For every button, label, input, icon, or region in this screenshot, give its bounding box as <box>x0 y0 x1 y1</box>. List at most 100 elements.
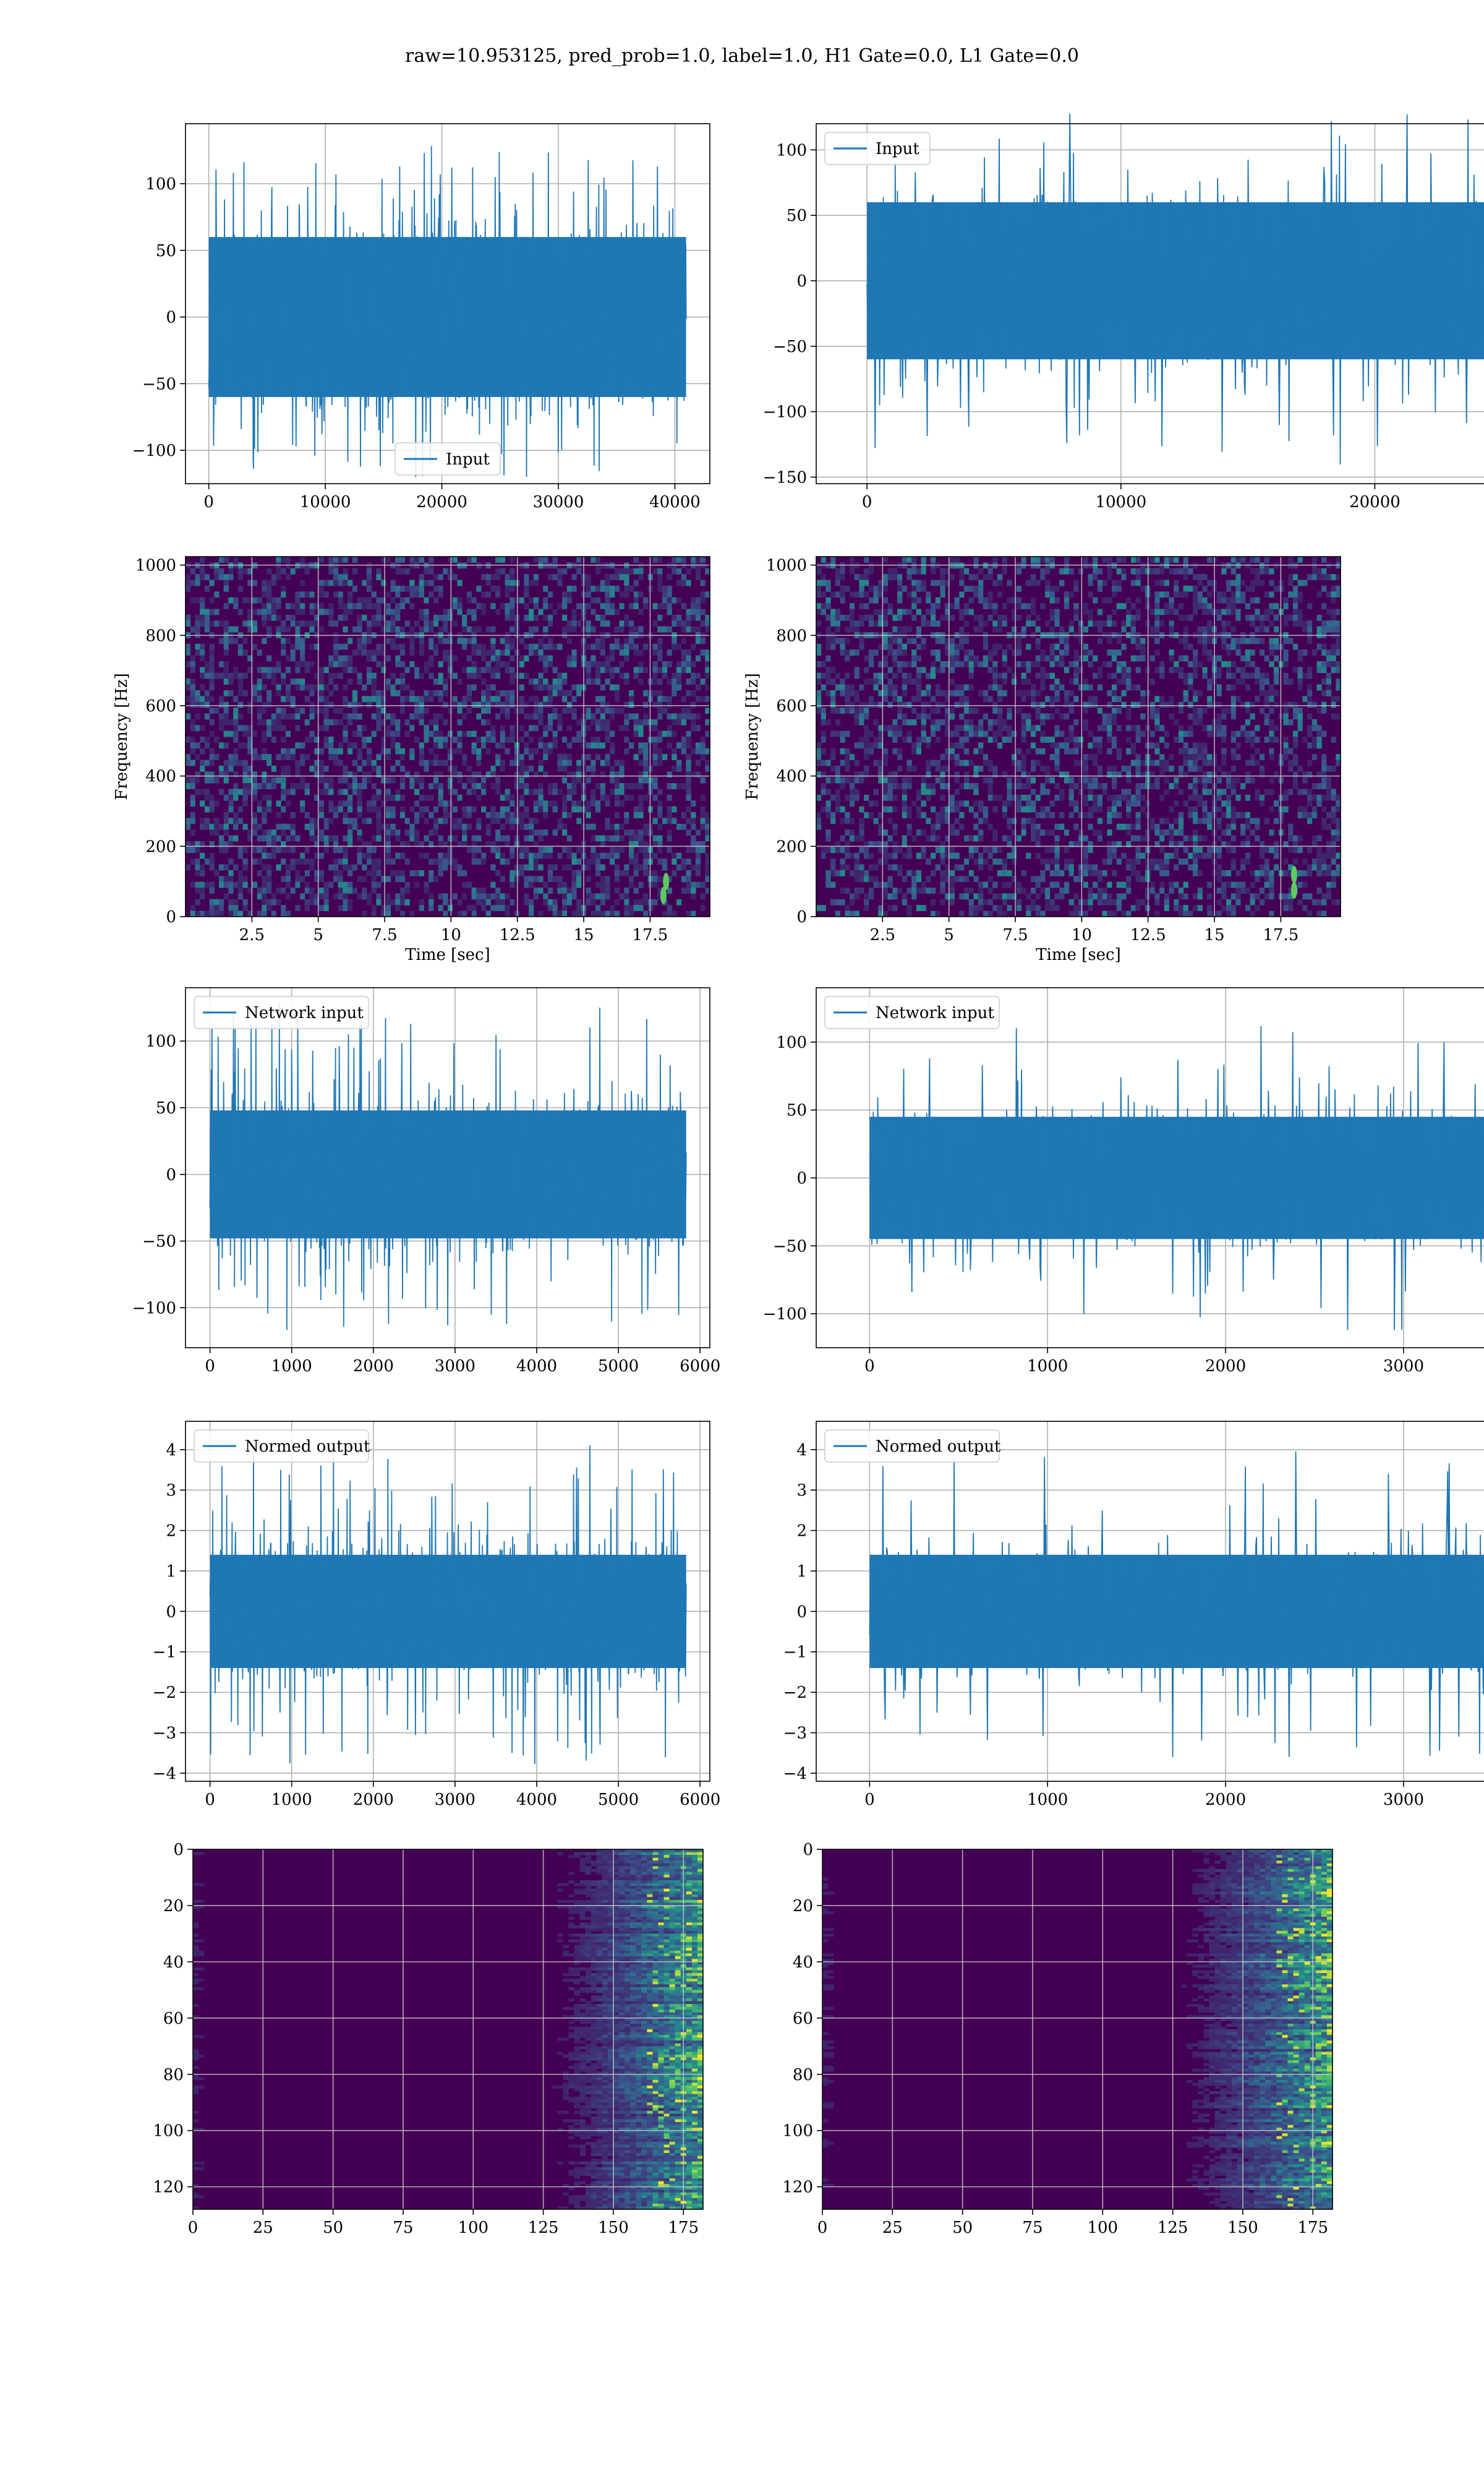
heatmap-cell <box>854 574 859 581</box>
heatmap-cell <box>821 580 826 586</box>
heatmap-cell <box>338 603 343 609</box>
heatmap-cell <box>314 893 320 900</box>
heatmap-cell <box>902 812 907 818</box>
heatmap-cell <box>854 708 859 714</box>
heatmap-cell <box>343 574 348 581</box>
heatmap-cell <box>576 771 582 778</box>
heatmap-cell <box>348 829 353 836</box>
heatmap-cell <box>438 789 443 795</box>
heatmap-cell <box>576 730 582 737</box>
heatmap-cell <box>505 713 510 720</box>
heatmap-cell <box>433 754 439 761</box>
heatmap-cell <box>233 557 239 563</box>
heatmap-cell <box>973 835 979 842</box>
heatmap-cell <box>399 626 406 633</box>
heatmap-cell <box>295 620 301 627</box>
heatmap-cell <box>586 876 591 883</box>
heatmap-cell <box>686 881 691 888</box>
heatmap-cell <box>267 888 272 894</box>
heatmap-cell <box>935 620 940 627</box>
heatmap-cell <box>476 748 482 755</box>
heatmap-cell <box>1073 719 1079 726</box>
heatmap-cell <box>223 719 229 726</box>
heatmap-cell <box>571 609 577 615</box>
heatmap-cell <box>314 870 320 876</box>
heatmap-cell <box>1045 777 1051 784</box>
heatmap-cell <box>357 876 362 883</box>
heatmap-cell <box>1040 649 1046 656</box>
heatmap-cell <box>409 661 415 667</box>
heatmap-cell <box>610 765 615 772</box>
heatmap-cell <box>1030 888 1036 894</box>
heatmap-cell <box>959 626 965 633</box>
heatmap-cell <box>600 888 605 894</box>
heatmap-cell <box>448 835 453 842</box>
heatmap-cell <box>242 783 248 789</box>
heatmap-cell <box>538 783 544 789</box>
heatmap-cell <box>864 713 869 720</box>
heatmap-cell <box>533 789 539 795</box>
heatmap-cell <box>414 672 420 679</box>
heatmap-cell <box>1097 893 1103 900</box>
heatmap-cell <box>480 574 487 581</box>
heatmap-cell <box>882 614 889 621</box>
heatmap-cell <box>381 708 386 714</box>
heatmap-cell <box>490 771 496 778</box>
heatmap-cell <box>830 620 836 627</box>
heatmap-cell <box>385 748 391 755</box>
heatmap-cell <box>271 835 276 842</box>
heatmap-cell <box>963 737 970 743</box>
heatmap-cell <box>906 730 912 737</box>
heatmap-cell <box>968 783 974 789</box>
heatmap-cell <box>218 661 224 667</box>
heatmap-cell <box>257 858 262 865</box>
heatmap-cell <box>304 667 310 674</box>
heatmap-cell <box>825 789 831 795</box>
heatmap-cell <box>538 864 544 871</box>
heatmap-cell <box>571 585 577 592</box>
heatmap-cell <box>902 672 907 679</box>
heatmap-cell <box>543 557 548 563</box>
heatmap-cell <box>695 672 701 679</box>
heatmap-cell <box>911 585 917 592</box>
heatmap-cell <box>381 643 386 650</box>
heatmap-cell <box>681 649 686 656</box>
heatmap-cell <box>366 899 372 905</box>
heatmap-cell <box>921 557 926 563</box>
heatmap-cell <box>686 713 691 720</box>
heatmap-cell <box>547 864 553 871</box>
heatmap-cell <box>281 672 286 679</box>
heatmap-cell <box>438 794 443 801</box>
heatmap-cell <box>968 730 974 737</box>
heatmap-cell <box>237 893 244 900</box>
heatmap-cell <box>878 672 884 679</box>
heatmap-cell <box>1097 585 1103 592</box>
heatmap-cell <box>314 614 320 621</box>
heatmap-cell <box>357 783 362 789</box>
heatmap-cell <box>366 893 372 900</box>
heatmap-cell <box>276 684 281 691</box>
heatmap-cell <box>1049 899 1055 905</box>
heatmap-cell <box>457 730 463 737</box>
heatmap-cell <box>614 789 620 795</box>
heatmap-cell <box>882 620 889 627</box>
heatmap-cell <box>854 760 859 766</box>
heatmap-cell <box>945 696 950 703</box>
heatmap-cell <box>940 847 945 854</box>
heatmap-cell <box>1035 852 1041 859</box>
heatmap-cell <box>1049 742 1055 749</box>
heatmap-cell <box>1073 893 1079 900</box>
heatmap-cell <box>376 893 382 900</box>
heatmap-cell <box>902 649 907 656</box>
heatmap-cell <box>859 835 864 842</box>
heatmap-cell <box>963 655 970 662</box>
heatmap-cell <box>1107 771 1112 778</box>
heatmap-cell <box>633 603 639 609</box>
heatmap-cell <box>376 719 382 726</box>
heatmap-cell <box>882 580 889 586</box>
heatmap-cell <box>290 829 296 836</box>
heatmap-cell <box>538 789 544 795</box>
heatmap-cell <box>524 823 529 830</box>
heatmap-cell <box>419 760 424 766</box>
heatmap-cell <box>476 713 482 720</box>
